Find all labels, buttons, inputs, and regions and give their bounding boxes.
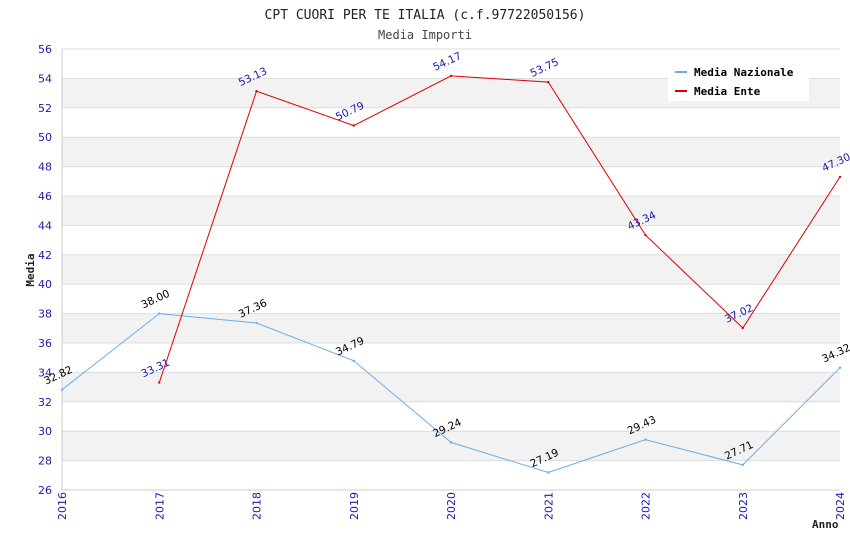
- x-tick-label: 2018: [251, 492, 264, 520]
- grid-band: [62, 372, 840, 402]
- y-tick-label: 26: [38, 484, 52, 497]
- data-point: [158, 381, 161, 384]
- x-tick-label: 2023: [737, 492, 750, 520]
- y-tick-label: 46: [38, 190, 52, 203]
- y-tick-label: 42: [38, 249, 52, 262]
- data-point: [838, 366, 842, 369]
- data-point: [352, 359, 355, 362]
- legend-item-label: Media Ente: [694, 85, 761, 98]
- data-point: [644, 438, 647, 441]
- y-tick-label: 48: [38, 161, 52, 174]
- data-point: [449, 74, 453, 78]
- y-tick-label: 36: [38, 337, 52, 350]
- y-tick-label: 52: [38, 102, 52, 115]
- y-tick-label: 30: [38, 425, 52, 438]
- y-tick-label: 40: [38, 278, 52, 291]
- x-tick-label: 2022: [640, 492, 653, 520]
- y-tick-label: 54: [38, 72, 52, 85]
- series-line-media-ente: [158, 75, 841, 383]
- chart-subtitle: Media Importi: [378, 28, 472, 42]
- series-layer: [60, 74, 842, 474]
- data-label: 38.00: [139, 288, 171, 312]
- legend: Media Nazionale Media Ente: [668, 60, 809, 101]
- data-point: [158, 312, 161, 315]
- y-axis-title: Media: [24, 253, 37, 286]
- y-tick-label: 44: [38, 219, 52, 232]
- y-tick-label: 28: [38, 455, 52, 468]
- data-point: [741, 463, 744, 467]
- data-label: 54.17: [431, 50, 463, 74]
- x-tick-label: 2021: [542, 492, 555, 520]
- grid-bands: [62, 78, 840, 461]
- y-tick-label: 50: [38, 131, 52, 144]
- legend-box: [668, 60, 809, 101]
- x-axis-ticks: 2016 2017 2018 2019 2020 2021 2022 2023 2024: [56, 492, 847, 520]
- data-point: [547, 471, 550, 474]
- grid-band: [62, 313, 840, 343]
- grid-band: [62, 137, 840, 167]
- data-point: [60, 388, 64, 391]
- grid-band: [62, 196, 840, 226]
- grid-band: [62, 431, 840, 461]
- x-tick-label: 2024: [834, 492, 847, 520]
- data-point: [449, 441, 453, 444]
- y-tick-label: 32: [38, 396, 52, 409]
- data-point: [741, 326, 744, 330]
- data-point: [644, 233, 647, 237]
- data-point: [255, 321, 258, 325]
- data-point: [838, 175, 842, 179]
- x-tick-label: 2019: [348, 492, 361, 520]
- y-tick-label: 38: [38, 308, 52, 321]
- chart-title: CPT CUORI PER TE ITALIA (c.f.97722050156…: [265, 8, 586, 23]
- x-tick-label: 2017: [153, 492, 166, 520]
- x-tick-label: 2020: [445, 492, 458, 520]
- data-label: 34.32: [820, 342, 850, 366]
- legend-item-label: Media Nazionale: [694, 66, 794, 79]
- y-tick-label: 34: [38, 366, 52, 379]
- x-axis-title: Anno: [812, 518, 839, 531]
- y-tick-label: 56: [38, 43, 52, 56]
- y-axis-ticks: 26 28 30 32 34 36 38 40 42 44 46 48 50 52 54 56: [38, 43, 52, 497]
- data-point: [547, 80, 550, 84]
- x-tick-label: 2016: [56, 492, 69, 520]
- data-point: [352, 124, 355, 127]
- data-point: [255, 89, 258, 93]
- grid-band: [62, 254, 840, 285]
- data-label: 53.75: [528, 56, 560, 80]
